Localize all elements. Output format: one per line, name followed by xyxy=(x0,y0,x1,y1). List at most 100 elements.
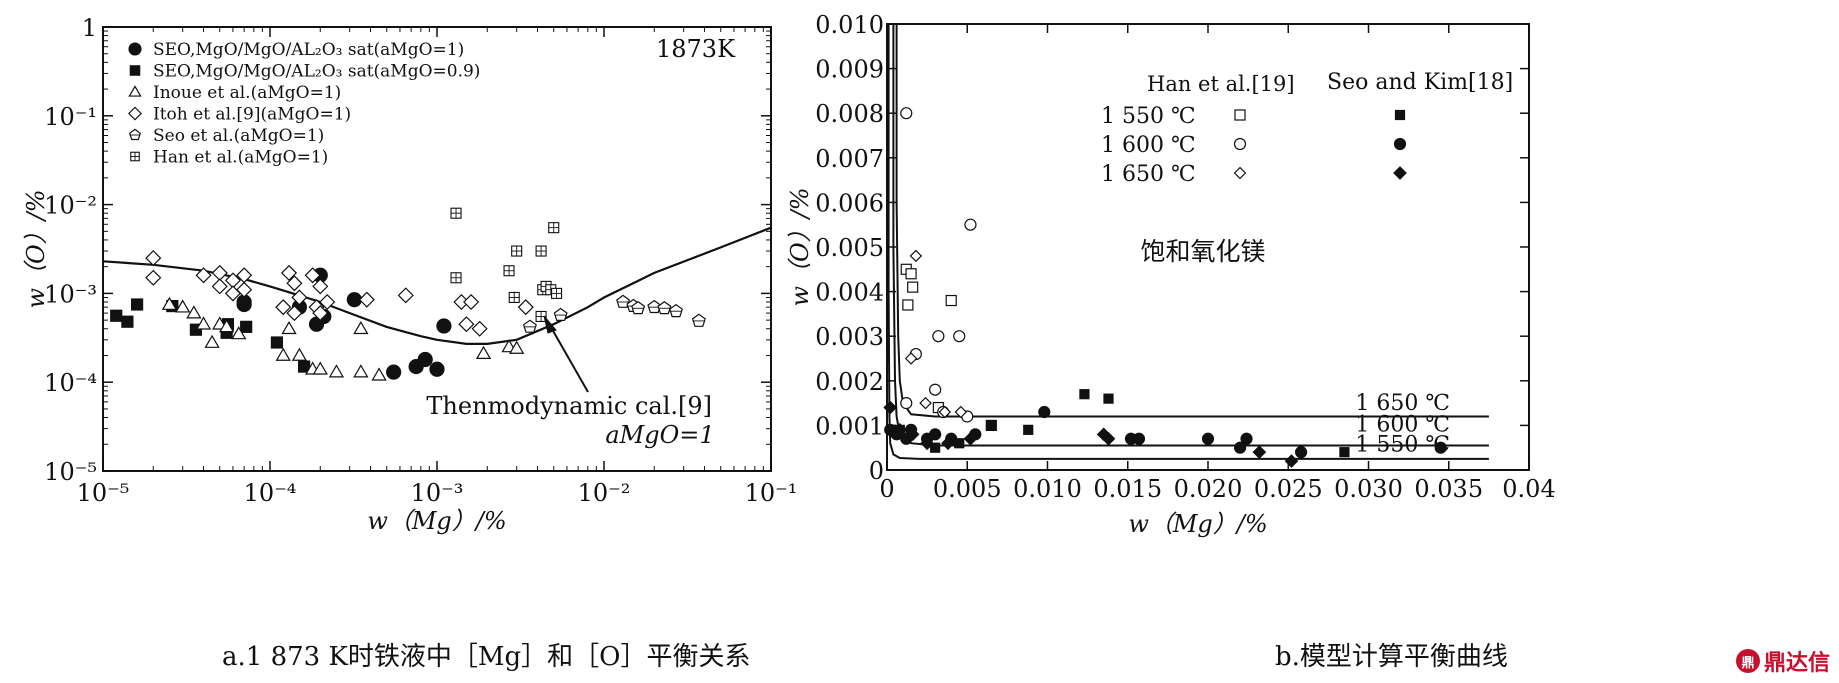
data-point-a-s2 xyxy=(291,347,308,361)
y-axis-label: w（O）/% xyxy=(22,189,50,308)
data-point-b-s1 xyxy=(900,107,913,120)
data-point-a-s1 xyxy=(297,360,311,373)
data-point-a-s2 xyxy=(328,364,345,378)
data-point-a-s5 xyxy=(503,265,515,277)
data-point-a-s2 xyxy=(175,299,191,313)
data-point-a-s1-shape xyxy=(110,309,123,322)
data-point-a-s4-shape xyxy=(553,307,568,321)
watermark: 鼎 鼎达信 xyxy=(1736,646,1830,676)
data-point-b-s5 xyxy=(920,436,934,451)
data-point-a-s2-shape xyxy=(186,305,202,319)
data-point-a-s3-shape xyxy=(291,289,308,306)
data-point-a-s0-shape xyxy=(386,364,402,380)
annotation-line2: aMgO=1 xyxy=(605,421,714,449)
data-point-a-s3 xyxy=(145,250,162,267)
legend-marker-seo-shape xyxy=(1393,166,1407,180)
legend-marker-a xyxy=(130,151,140,162)
data-point-b-s4 xyxy=(1434,441,1447,454)
data-point-a-s2-shape xyxy=(204,334,220,348)
data-point-a-s3-shape xyxy=(463,293,480,311)
data-point-a-s3-shape xyxy=(236,281,253,298)
y-tick-label: 10⁻² xyxy=(44,192,97,220)
x-tick-label-b: 0.020 xyxy=(1174,475,1243,503)
equilibrium-curve xyxy=(892,24,1489,447)
legend-marker-a xyxy=(128,85,142,97)
data-point-b-s4-shape xyxy=(1434,441,1447,454)
data-point-b-s2-shape xyxy=(909,249,923,263)
data-point-b-s4-shape xyxy=(1201,432,1215,445)
annotation-arrow xyxy=(547,321,589,393)
data-point-b-s3 xyxy=(930,442,941,453)
y-tick-label-b: 0.003 xyxy=(815,323,884,351)
data-point-a-s3-shape xyxy=(358,291,375,308)
data-point-a-s3-shape xyxy=(211,264,228,281)
legend-marker-han-shape xyxy=(1233,137,1247,151)
data-point-b-s2-shape xyxy=(954,405,968,419)
equilibrium-curve xyxy=(895,24,1489,418)
data-point-a-s2 xyxy=(312,361,328,375)
data-point-a-s3 xyxy=(236,281,253,298)
data-point-b-s2 xyxy=(954,405,968,419)
data-point-a-s4 xyxy=(657,300,672,315)
data-point-a-s4 xyxy=(631,300,646,315)
data-point-b-s4 xyxy=(1132,432,1146,445)
data-point-a-s4 xyxy=(616,294,631,308)
data-point-b-s4 xyxy=(929,428,942,441)
data-point-a-s3-shape xyxy=(211,278,228,295)
data-point-a-s0-shape xyxy=(417,351,433,368)
data-point-b-s5 xyxy=(1252,445,1267,460)
data-point-b-s5-shape xyxy=(892,423,907,437)
data-point-a-s1 xyxy=(189,323,203,336)
data-point-b-s4-shape xyxy=(1240,432,1253,445)
y-tick-label-b: 0.008 xyxy=(815,100,884,128)
data-point-b-s0 xyxy=(945,294,957,307)
data-point-b-s2 xyxy=(938,405,952,419)
y-tick-label-b: 0.001 xyxy=(815,412,884,440)
data-point-b-s5 xyxy=(963,431,978,446)
data-point-a-s3 xyxy=(517,299,534,316)
x-tick-label: 10⁻⁵ xyxy=(77,479,130,507)
data-point-a-s4 xyxy=(522,319,537,333)
data-point-b-s1 xyxy=(929,383,942,396)
data-point-a-s1-shape xyxy=(130,298,144,311)
data-point-a-s3-shape xyxy=(286,305,303,322)
data-point-b-s5-shape xyxy=(941,436,955,451)
data-point-a-s0 xyxy=(236,296,252,313)
data-point-a-s2 xyxy=(186,305,202,319)
legend-header-han: Han et al.[19] xyxy=(1147,72,1295,96)
data-point-a-s3 xyxy=(195,267,212,284)
legend-marker-han-shape xyxy=(1234,109,1246,121)
data-point-a-s2 xyxy=(353,320,369,335)
data-point-b-s2-shape xyxy=(938,405,952,419)
data-point-a-s5 xyxy=(450,272,462,284)
data-point-a-s2 xyxy=(353,364,369,378)
x-tick-label-b: 0.04 xyxy=(1502,475,1555,503)
data-point-a-s2-shape xyxy=(281,320,297,335)
data-point-b-s5 xyxy=(1284,454,1299,468)
data-point-a-s2-shape xyxy=(509,340,525,354)
data-point-a-s4-shape xyxy=(647,299,662,314)
data-point-b-s3-shape xyxy=(930,442,941,453)
data-point-a-s3 xyxy=(312,305,329,322)
data-point-b-s2 xyxy=(904,352,918,365)
x-axis-label: w（Mg）/% xyxy=(367,507,506,535)
data-point-a-s4-shape xyxy=(616,294,631,308)
x-axis-label-b: w（Mg）/% xyxy=(1128,510,1267,538)
data-point-b-s3 xyxy=(1339,447,1350,458)
legend-marker-a-shape xyxy=(128,42,142,56)
data-point-b-s4-shape xyxy=(929,428,942,441)
data-point-a-s2-shape xyxy=(275,347,291,361)
data-point-b-s4-shape xyxy=(1038,405,1051,419)
data-point-a-s3-shape xyxy=(471,320,488,337)
figure-canvas: 10⁻⁵ 10⁻⁴ 10⁻³ 10⁻² 10⁻¹ 10⁻⁵ 10⁻⁴ 10⁻³ 10⁻² 10⁻¹… xyxy=(22,11,1556,538)
legend-label-a: Han et al.(aMgO=1) xyxy=(153,148,328,168)
data-point-b-s2 xyxy=(919,396,932,410)
data-point-a-s2-shape xyxy=(353,320,369,335)
curve-label: 1 550 ℃ xyxy=(1355,433,1450,458)
legend-marker-seo xyxy=(1394,109,1406,121)
data-point-b-s1 xyxy=(953,330,966,343)
data-point-b-s4-shape xyxy=(1294,446,1308,459)
data-point-a-s1 xyxy=(110,309,123,322)
data-point-a-s2-shape xyxy=(353,364,369,378)
x-tick-label-b: 0.005 xyxy=(933,475,1002,503)
